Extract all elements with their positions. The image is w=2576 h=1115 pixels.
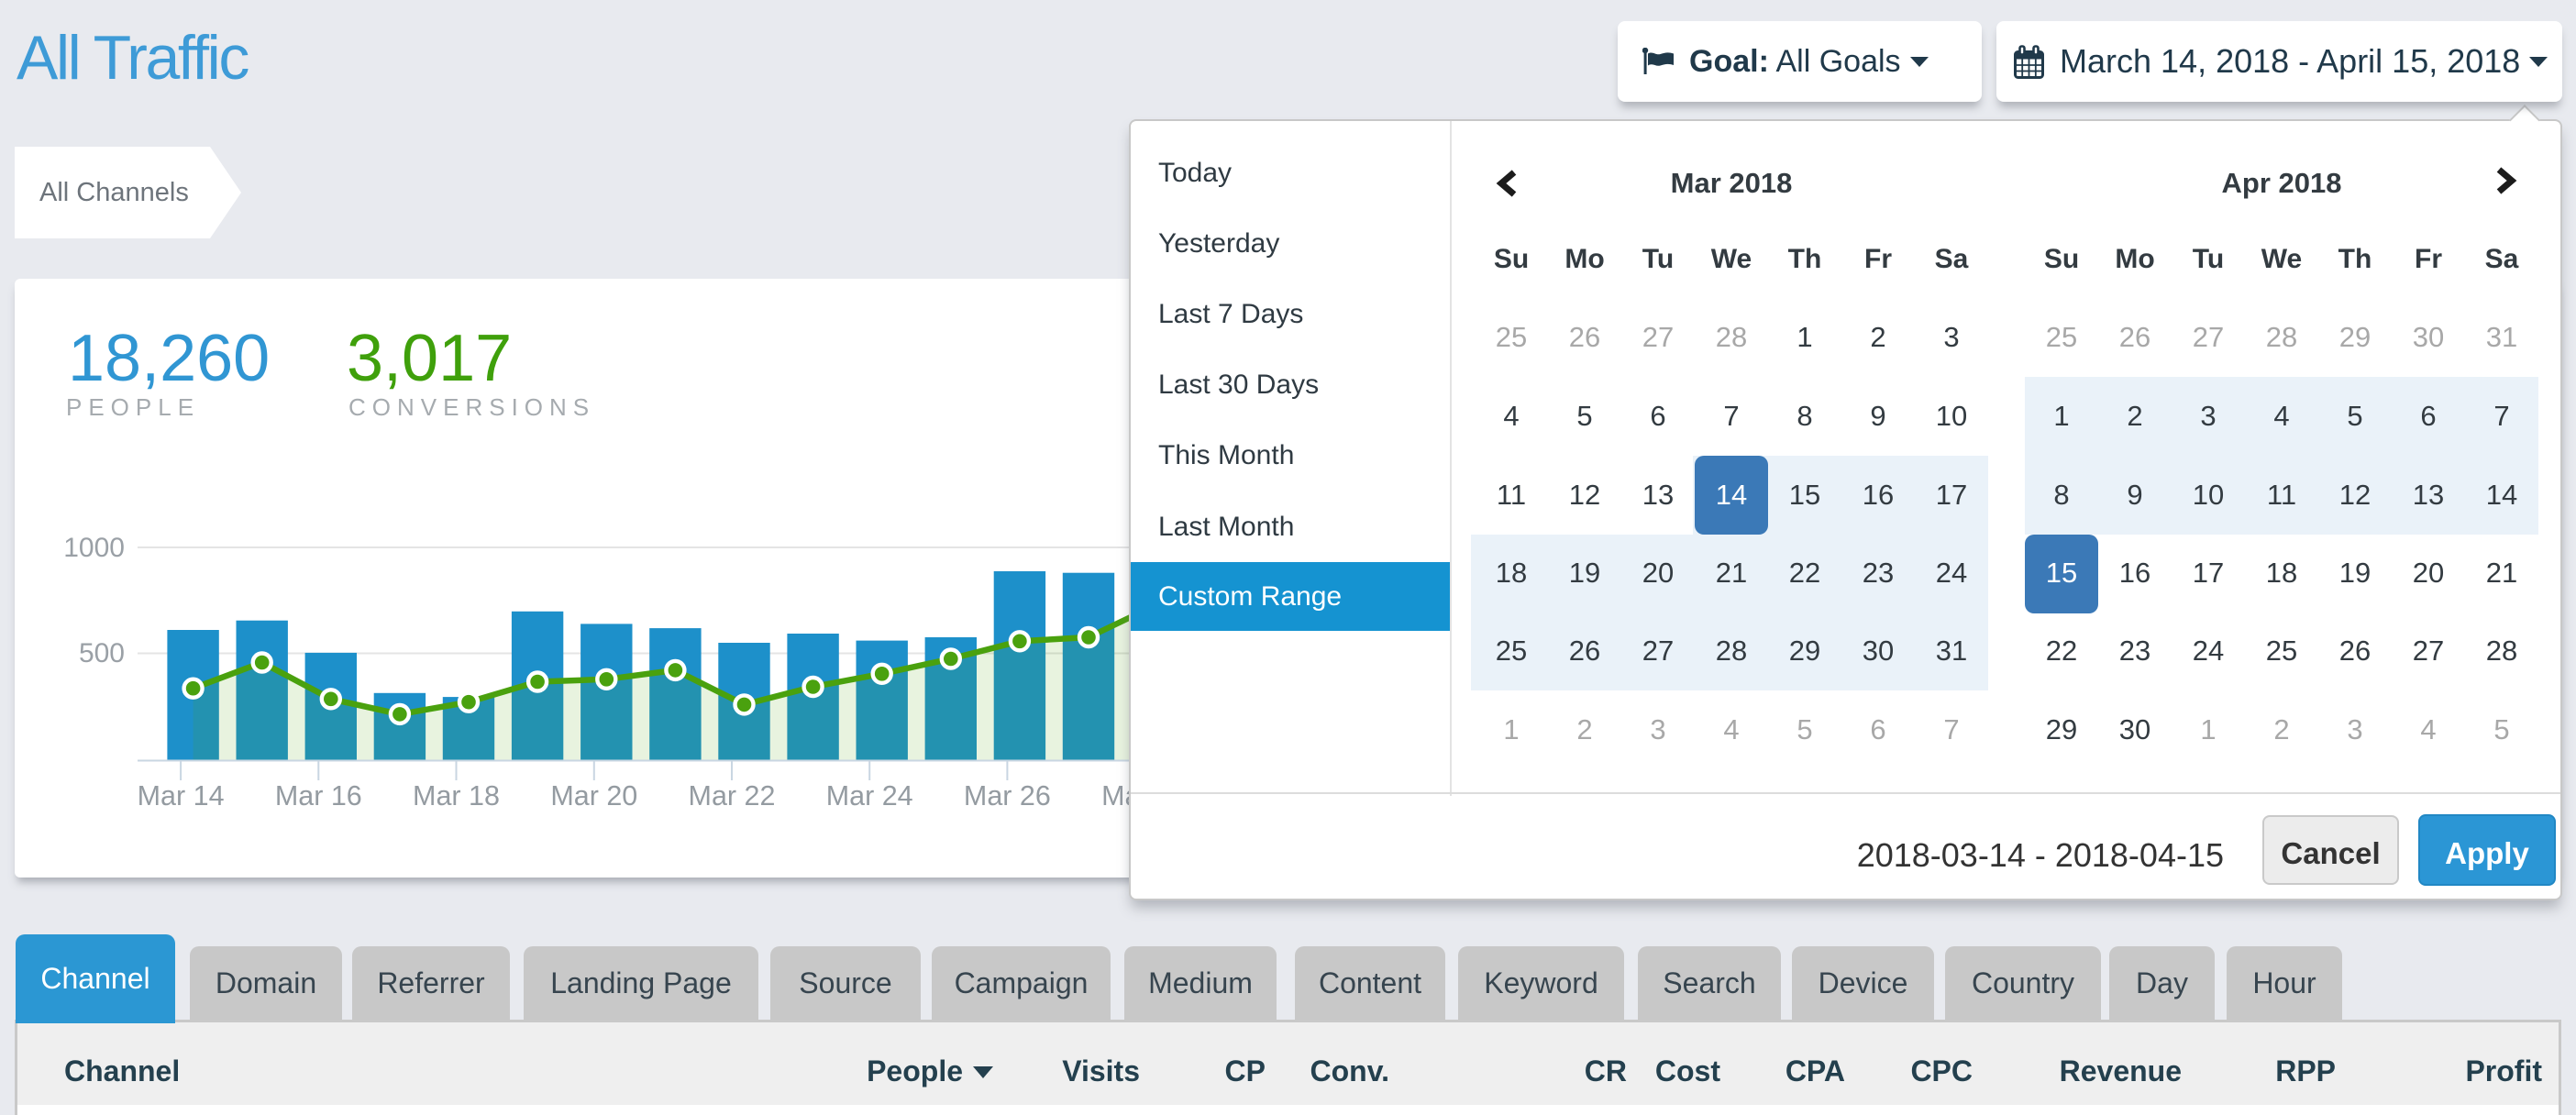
svg-text:Mar 26: Mar 26 xyxy=(964,780,1051,811)
svg-text:Mar 20: Mar 20 xyxy=(550,780,637,811)
svg-text:Mar 14: Mar 14 xyxy=(138,780,225,811)
svg-text:1000: 1000 xyxy=(63,533,125,563)
svg-text:Mar 22: Mar 22 xyxy=(689,780,776,811)
svg-text:Mar 16: Mar 16 xyxy=(275,780,362,811)
svg-text:500: 500 xyxy=(79,638,125,668)
svg-text:Mar 24: Mar 24 xyxy=(826,780,913,811)
svg-text:Mar 18: Mar 18 xyxy=(413,780,500,811)
